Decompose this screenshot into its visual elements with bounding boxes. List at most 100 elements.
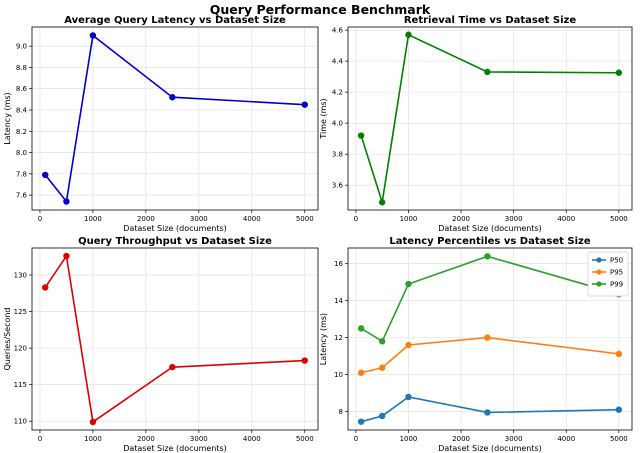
x-tick-label: 2000: [452, 215, 470, 223]
y-tick-label: 4.4: [332, 58, 344, 66]
x-tick-label: 0: [38, 215, 42, 223]
y-tick-label: 120: [14, 345, 27, 353]
y-tick-label: 7.8: [16, 170, 27, 178]
chart-panel-4: 0 1000 2000 3000 4000 5000 8 10 12 14 16 Latency Pe…: [319, 236, 633, 453]
y-tick-label: 4.6: [332, 27, 344, 35]
x-tick-label: 3000: [505, 215, 523, 223]
data-point: [615, 406, 623, 413]
chart-title: Retrieval Time vs Dataset Size: [404, 15, 576, 26]
x-axis-label: Dataset Size (documents): [123, 224, 227, 233]
y-axis-label: Queries/Second: [3, 307, 12, 370]
x-tick-label: 2000: [452, 435, 470, 443]
x-tick-label: 4000: [243, 435, 261, 443]
y-axis-label: Time (ms): [319, 98, 328, 139]
data-point: [405, 341, 412, 349]
y-axis-label: Latency (ms): [319, 313, 328, 365]
y-tick-label: 8.2: [16, 128, 27, 136]
data-point: [378, 338, 386, 345]
y-tick-label: 3.6: [332, 182, 344, 190]
y-tick-label: 110: [14, 418, 27, 426]
data-point: [484, 334, 491, 341]
data-point: [63, 252, 70, 260]
figure-title: Query Performance Benchmark: [210, 2, 431, 17]
x-tick-label: 1000: [84, 435, 102, 443]
chart-title: Latency Percentiles vs Dataset Size: [389, 236, 590, 247]
x-tick-label: 5000: [296, 435, 314, 443]
y-tick-label: 8.6: [16, 85, 28, 93]
data-point: [484, 253, 491, 260]
x-tick-label: 5000: [610, 435, 628, 443]
plot-frame: [347, 26, 633, 211]
data-point: [301, 357, 308, 364]
data-point: [405, 280, 412, 288]
data-point: [484, 409, 491, 416]
data-point: [357, 325, 365, 332]
y-tick-label: 8.4: [16, 106, 28, 114]
x-tick-label: 0: [38, 435, 42, 443]
y-tick-label: 8.0: [16, 149, 27, 157]
chart-panel-2: 0 1000 2000 3000 4000 5000 3.6 3.8 4.0 4.2 4.4 4.6 R…: [319, 15, 633, 233]
x-axis-label: Dataset Size (documents): [438, 224, 542, 233]
data-point: [301, 101, 308, 108]
chart-title: Average Query Latency vs Dataset Size: [64, 15, 286, 26]
x-tick-label: 0: [354, 435, 358, 443]
plot-frame: [347, 247, 633, 431]
y-tick-label: 10: [334, 371, 343, 379]
data-point: [89, 32, 97, 39]
legend-label: P50: [610, 257, 623, 265]
y-axis-label: Latency (ms): [3, 92, 12, 144]
data-point: [405, 393, 412, 401]
plot-frame: [31, 247, 319, 431]
data-point: [615, 69, 623, 76]
x-tick-label: 0: [354, 215, 358, 223]
y-tick-label: 9.0: [16, 43, 27, 51]
x-tick-label: 5000: [296, 215, 314, 223]
y-tick-label: 4.2: [332, 89, 343, 97]
x-axis-label: Dataset Size (documents): [123, 444, 227, 453]
x-tick-label: 3000: [505, 435, 523, 443]
plot-area: [32, 27, 318, 210]
data-point: [357, 369, 365, 376]
y-tick-label: 7.6: [16, 192, 28, 200]
x-tick-label: 3000: [190, 215, 208, 223]
legend-label: P99: [610, 281, 623, 289]
plot-area: [348, 27, 632, 210]
y-tick-label: 12: [334, 334, 343, 342]
x-tick-label: 2000: [137, 215, 155, 223]
data-point: [169, 363, 176, 371]
x-tick-label: 4000: [557, 435, 575, 443]
data-point: [169, 94, 176, 101]
x-axis-label: Dataset Size (documents): [438, 444, 542, 453]
y-tick-label: 14: [334, 297, 343, 305]
chart-panel-1: 0 1000 2000 3000 4000 5000 7.6 7.8 8.0 8.2 8.4 8.6 8…: [3, 15, 319, 233]
y-tick-label: 125: [14, 308, 27, 316]
legend-label: P95: [610, 269, 623, 277]
data-point: [42, 284, 49, 291]
data-point: [405, 31, 412, 38]
y-tick-label: 16: [334, 260, 343, 268]
x-tick-label: 5000: [610, 215, 628, 223]
y-tick-label: 115: [14, 381, 27, 389]
data-point: [357, 418, 365, 425]
data-point: [484, 68, 491, 76]
y-tick-label: 8.8: [16, 64, 27, 72]
data-point: [378, 199, 386, 206]
x-tick-label: 4000: [243, 215, 261, 223]
legend: P50 P95 P99: [587, 251, 629, 297]
data-point: [615, 350, 623, 358]
x-tick-label: 1000: [400, 435, 418, 443]
data-point: [42, 171, 49, 179]
data-point: [378, 364, 386, 371]
chart-panel-3: 0 1000 2000 3000 4000 5000 110 115 120 125 130 Quer…: [3, 236, 319, 453]
plot-frame: [31, 26, 319, 211]
legend-marker: [596, 281, 602, 287]
legend-marker: [596, 269, 602, 275]
data-point: [89, 418, 97, 426]
y-tick-label: 3.8: [332, 151, 343, 159]
y-tick-label: 8: [339, 408, 343, 416]
legend-marker: [596, 257, 602, 263]
x-tick-label: 1000: [400, 215, 418, 223]
data-point: [63, 198, 70, 205]
chart-title: Query Throughput vs Dataset Size: [78, 236, 272, 247]
